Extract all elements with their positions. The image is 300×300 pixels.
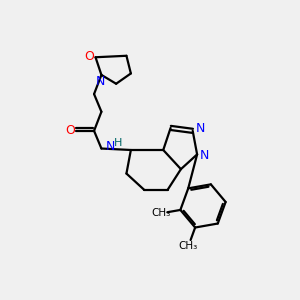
Text: CH₃: CH₃ <box>179 241 198 251</box>
Text: CH₃: CH₃ <box>151 208 171 218</box>
Text: N: N <box>106 140 115 153</box>
Text: N: N <box>96 75 106 88</box>
Text: N: N <box>195 122 205 135</box>
Text: H: H <box>113 138 122 148</box>
Text: O: O <box>65 124 75 137</box>
Text: O: O <box>84 50 94 63</box>
Text: N: N <box>200 149 209 162</box>
